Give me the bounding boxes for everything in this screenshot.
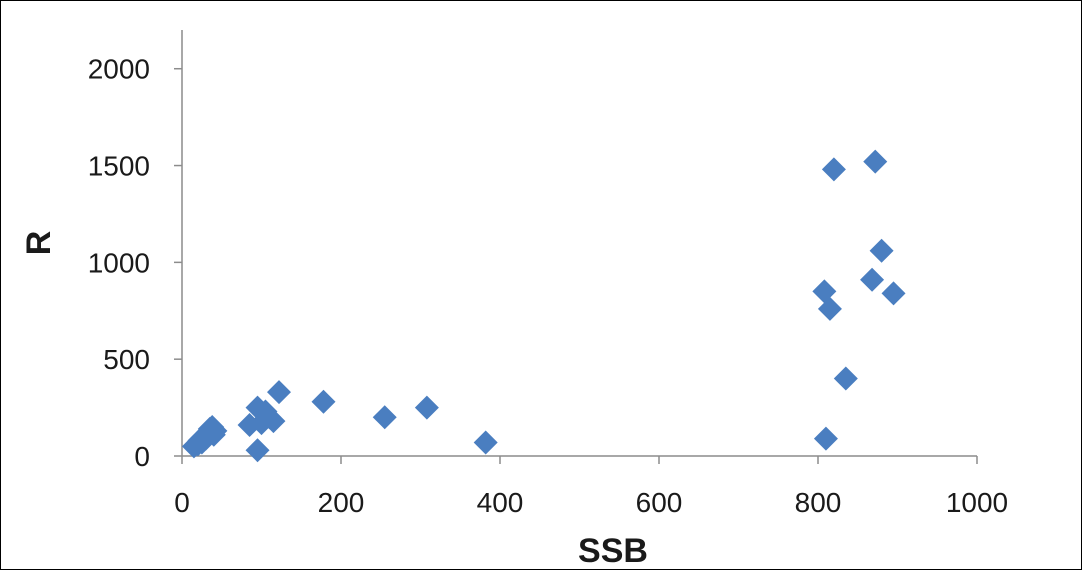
x-tick-label: 600 [636, 487, 683, 518]
data-point [833, 366, 858, 391]
x-tick-label: 400 [477, 487, 524, 518]
data-point [372, 405, 397, 430]
x-tick-label: 1000 [946, 487, 1008, 518]
data-point [473, 430, 498, 455]
x-tick-label: 0 [174, 487, 190, 518]
x-axis-title: SSB [578, 532, 648, 570]
data-point [203, 418, 228, 443]
data-point [414, 395, 439, 420]
data-point [821, 157, 846, 182]
y-tick-labels: 0 500 1000 1500 2000 [88, 54, 150, 472]
data-point [863, 149, 888, 174]
y-axis-title: R [20, 231, 58, 256]
data-point [245, 438, 270, 463]
y-tick-label: 0 [134, 441, 150, 472]
y-tick-label: 1000 [88, 247, 150, 278]
y-tick-label: 500 [103, 344, 150, 375]
x-tick-label: 200 [318, 487, 365, 518]
data-points [181, 149, 906, 463]
data-point [261, 409, 286, 434]
data-point [817, 296, 842, 321]
data-point [813, 426, 838, 451]
data-point [311, 389, 336, 414]
axes [174, 30, 978, 464]
data-point [860, 267, 885, 292]
x-tick-label: 800 [795, 487, 842, 518]
data-point [869, 238, 894, 263]
y-tick-label: 1500 [88, 151, 150, 182]
x-tick-labels: 0 200 400 600 800 1000 [174, 487, 1008, 518]
data-point [881, 281, 906, 306]
data-point [237, 413, 262, 438]
data-point [266, 380, 291, 405]
y-tick-label: 2000 [88, 54, 150, 85]
